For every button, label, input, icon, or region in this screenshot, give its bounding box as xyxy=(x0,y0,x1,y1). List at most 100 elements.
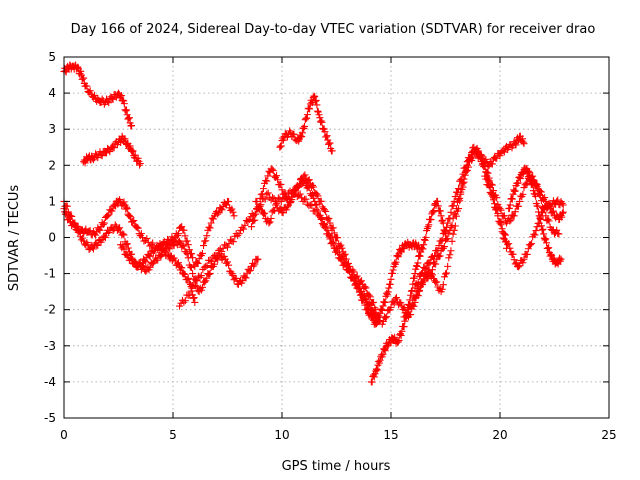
data-point xyxy=(124,244,132,252)
data-point xyxy=(427,216,435,224)
data-point xyxy=(166,245,174,253)
series-arc-13 xyxy=(400,132,528,321)
data-point xyxy=(422,233,430,241)
data-point xyxy=(187,287,195,295)
data-point xyxy=(225,261,233,269)
y-tick-label: -5 xyxy=(44,411,56,425)
data-point xyxy=(140,262,148,270)
data-point xyxy=(136,159,144,167)
y-axis-title: SDTVAR / TECUs xyxy=(7,185,22,292)
data-point xyxy=(318,118,326,126)
data-point xyxy=(314,107,322,115)
data-point xyxy=(370,298,378,306)
data-point xyxy=(312,96,320,104)
data-point xyxy=(511,208,519,216)
data-point xyxy=(400,313,408,321)
data-point xyxy=(73,64,81,72)
data-point xyxy=(447,247,455,255)
data-point xyxy=(98,152,106,160)
data-point xyxy=(120,100,128,108)
data-point xyxy=(415,286,423,294)
x-axis-title: GPS time / hours xyxy=(282,459,391,474)
data-point xyxy=(544,215,552,223)
data-point xyxy=(558,199,566,207)
data-point xyxy=(203,262,211,270)
data-point xyxy=(321,221,329,229)
data-point xyxy=(379,302,387,310)
data-point xyxy=(444,235,452,243)
data-point xyxy=(349,273,357,281)
data-point xyxy=(414,259,422,267)
data-point xyxy=(294,183,302,191)
data-point xyxy=(412,292,420,300)
data-point xyxy=(350,277,358,285)
data-point xyxy=(423,275,431,283)
data-point xyxy=(123,240,131,248)
data-point xyxy=(334,248,342,256)
data-point xyxy=(515,202,523,210)
data-point xyxy=(365,291,373,299)
data-point xyxy=(433,278,441,286)
data-point xyxy=(426,258,434,266)
data-point xyxy=(363,306,371,314)
data-point xyxy=(183,237,191,245)
data-point xyxy=(536,215,544,223)
x-tick-label: 20 xyxy=(492,428,507,442)
data-point xyxy=(438,285,446,293)
data-point xyxy=(425,221,433,229)
data-point xyxy=(445,254,453,262)
data-point xyxy=(72,223,80,231)
data-point xyxy=(189,294,197,302)
data-point xyxy=(122,107,130,115)
data-point xyxy=(362,284,370,292)
data-point xyxy=(206,257,214,265)
data-point xyxy=(138,234,146,241)
data-point xyxy=(122,141,130,149)
data-point xyxy=(107,206,115,214)
data-point xyxy=(488,192,496,200)
data-point xyxy=(382,314,390,322)
data-point xyxy=(184,274,192,282)
data-point xyxy=(545,200,553,208)
data-point xyxy=(415,252,423,260)
data-point xyxy=(154,256,162,264)
data-point xyxy=(555,230,563,238)
data-point xyxy=(218,248,226,256)
data-point xyxy=(241,273,249,281)
data-point xyxy=(129,217,137,225)
data-point xyxy=(485,182,493,190)
data-point xyxy=(136,161,144,169)
data-point xyxy=(486,188,494,196)
data-point xyxy=(290,130,298,138)
data-point xyxy=(424,223,432,231)
data-point xyxy=(387,303,395,311)
data-point xyxy=(558,209,566,217)
data-point xyxy=(459,170,467,178)
data-point xyxy=(424,274,432,282)
data-point xyxy=(501,231,509,239)
data-point xyxy=(99,221,107,229)
data-point xyxy=(467,154,475,162)
data-point xyxy=(437,212,445,220)
data-point xyxy=(543,239,551,247)
data-point xyxy=(89,245,97,253)
data-point xyxy=(108,207,116,215)
data-point xyxy=(206,224,214,232)
data-point xyxy=(446,214,454,222)
data-point xyxy=(537,215,545,223)
data-point xyxy=(338,244,346,252)
data-point xyxy=(170,242,178,250)
data-point xyxy=(461,164,469,172)
data-point xyxy=(500,212,508,220)
data-point xyxy=(321,206,329,214)
data-point xyxy=(202,237,210,245)
data-point xyxy=(530,230,538,238)
data-point xyxy=(281,189,289,197)
data-point xyxy=(429,208,437,216)
data-point xyxy=(394,338,402,346)
data-point xyxy=(317,215,325,223)
data-point xyxy=(504,240,512,248)
data-point xyxy=(311,93,319,101)
series-arc-6 xyxy=(176,186,382,325)
